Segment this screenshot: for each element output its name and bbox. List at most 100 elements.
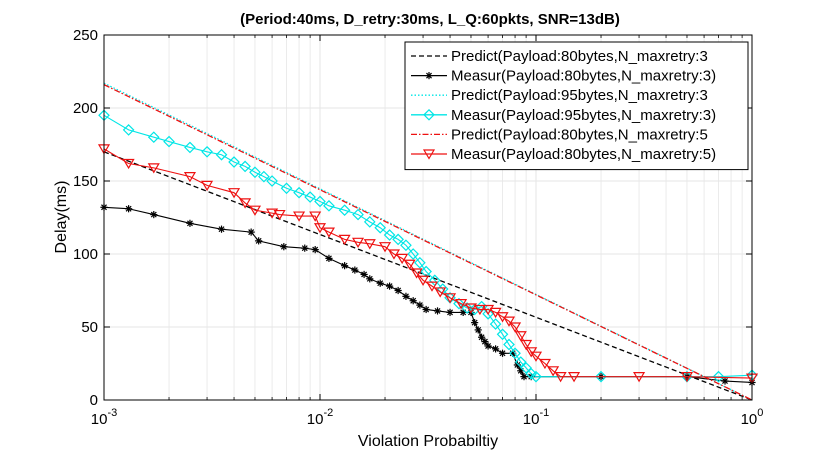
series-line [103, 82, 753, 401]
triangle-marker [520, 339, 533, 351]
diamond-marker [249, 166, 261, 179]
triangle-marker [529, 351, 543, 362]
star-marker [484, 342, 492, 350]
triangle-marker [322, 227, 335, 238]
diamond-marker [595, 370, 607, 383]
series-line [103, 84, 753, 401]
triangle-marker [514, 331, 527, 342]
star-marker [481, 338, 489, 346]
diamond-marker [352, 208, 364, 221]
diamond-marker [407, 248, 420, 260]
star-marker [217, 225, 226, 233]
series-3 [103, 82, 753, 401]
chart-title: (Period:40ms, D_retry:30ms, L_Q:60pkts, … [240, 11, 620, 28]
diamond-marker [266, 175, 278, 187]
legend-label: Predict(Payload:95bytes,N_maxretry:3 [451, 87, 708, 104]
star-marker [341, 262, 349, 270]
legend-item: Measur(Payload:80bytes,N_maxretry:5) [411, 146, 716, 163]
star-marker [394, 286, 402, 295]
diamond-marker [147, 131, 160, 144]
diamond-marker [530, 370, 542, 383]
triangle-marker [183, 172, 197, 183]
triangle-marker [633, 372, 646, 383]
star-marker [416, 301, 424, 309]
diamond-marker [514, 356, 527, 368]
diamond-marker [712, 370, 725, 383]
legend-item: Predict(Payload:95bytes,N_maxretry:3 [411, 87, 708, 104]
star-marker [478, 333, 486, 341]
legend-label: Predict(Payload:80bytes,N_maxretry:3 [451, 48, 708, 65]
diamond-marker [239, 160, 251, 173]
triangle-marker [338, 234, 351, 246]
star-marker [311, 246, 319, 254]
triangle-marker [273, 209, 286, 221]
triangle-marker [293, 211, 306, 222]
triangle-marker [239, 198, 252, 209]
diamond-marker [374, 221, 387, 234]
diamond-marker [323, 199, 335, 212]
diamond-marker [215, 148, 228, 161]
diamond-marker [503, 338, 515, 351]
triangle-marker [509, 322, 522, 333]
diamond-marker [304, 191, 316, 203]
series-5 [103, 84, 753, 401]
triangle-marker [567, 372, 581, 383]
triangle-marker [351, 237, 365, 249]
legend-box [404, 41, 749, 171]
diamond-marker [414, 256, 426, 269]
star-marker [721, 377, 729, 385]
legend-label: Measur(Payload:80bytes,N_maxretry:5) [451, 146, 716, 163]
series-line [103, 206, 753, 384]
triangle-marker [417, 275, 430, 286]
y-tick-label: 250 [73, 27, 98, 44]
triangle-marker [363, 239, 376, 250]
triangle-marker [147, 163, 160, 174]
x-tick-label: 10-1 [523, 407, 549, 428]
diamond-marker [280, 182, 293, 195]
triangle-marker [313, 223, 327, 234]
star-marker [425, 72, 433, 80]
diamond-marker [314, 195, 326, 208]
diamond-marker [400, 239, 412, 252]
plot-frame [103, 34, 753, 401]
triangle-marker [396, 253, 409, 265]
diamond-marker [383, 229, 396, 241]
legend-label: Measur(Payload:95bytes,N_maxretry:3) [451, 107, 716, 124]
triangle-marker [248, 205, 262, 216]
star-marker [325, 254, 333, 262]
star-marker [446, 308, 454, 316]
x-tick-label: 10-3 [91, 407, 117, 428]
triangle-marker [403, 259, 416, 270]
diamond-marker [453, 297, 465, 310]
triangle-marker [122, 158, 135, 170]
legend-item: Measur(Payload:80bytes,N_maxretry:3) [411, 68, 716, 85]
x-tick-label: 10-2 [307, 407, 333, 428]
triangle-marker [410, 268, 423, 279]
diamond-marker [122, 124, 135, 136]
series-line [103, 148, 753, 379]
diamond-marker [258, 170, 270, 183]
triangle-marker [547, 366, 560, 377]
triangle-marker [538, 358, 551, 370]
star-marker [471, 319, 479, 327]
star-marker [150, 210, 158, 219]
triangle-marker [266, 208, 279, 219]
diamond-marker [363, 216, 376, 228]
triangle-marker [680, 372, 694, 383]
star-marker [186, 219, 194, 227]
diamond-marker [293, 186, 305, 199]
x-tick-label: 100 [741, 407, 764, 428]
diamond-marker [520, 362, 532, 374]
triangle-marker [554, 372, 567, 383]
star-marker [520, 373, 528, 381]
star-marker [513, 361, 521, 369]
star-marker [247, 228, 255, 236]
star-marker [385, 282, 394, 290]
star-marker [433, 307, 442, 315]
diamond-marker [423, 108, 435, 121]
diamond-marker [338, 204, 351, 217]
triangle-marker [473, 304, 486, 316]
triangle-marker [201, 180, 214, 192]
